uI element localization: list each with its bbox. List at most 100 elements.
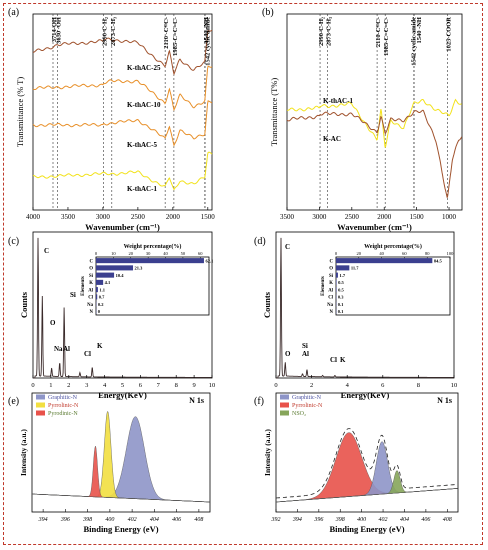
inset-value-label: 0.1	[338, 302, 344, 307]
x-tick-label: 4	[346, 382, 350, 389]
inset-value-label: 0.5	[338, 280, 344, 285]
inset-category: O	[89, 267, 93, 272]
inset-value-label: 1.7	[339, 273, 345, 278]
legend-swatch	[36, 402, 45, 408]
series-line	[33, 29, 213, 76]
inset-value-label: 0.1	[338, 309, 344, 314]
peak-label: Si	[302, 342, 308, 350]
inset-title: Weight percentage(%)	[124, 243, 182, 250]
figure-frame	[3, 3, 483, 545]
x-tick-label: 2000	[377, 213, 392, 221]
spectrum-line	[276, 237, 454, 379]
inset-value-label: 10.4	[116, 273, 125, 278]
inset-tick-label: 0	[335, 251, 338, 256]
y-axis-title: Intensity (a.u.)	[19, 429, 28, 476]
inset-value-label: 11.7	[351, 266, 359, 271]
peak-label: Na	[54, 345, 63, 353]
inset-category: C	[330, 259, 334, 264]
panel-b: Wavenumber (cm⁻¹) Transmittance (T%) (b) 35…	[262, 7, 463, 232]
legend-swatch	[36, 394, 45, 400]
band-label: 2990-C-H₂	[318, 17, 325, 46]
band-label: 2873-C-H₃	[326, 17, 333, 46]
x-tick-label: 400	[357, 516, 366, 523]
peak-label: K	[340, 356, 346, 364]
plot-frame	[275, 231, 455, 379]
band-label: 1985-C=C=C-	[383, 17, 390, 56]
x-tick-label: 396	[60, 517, 70, 523]
x-tick-label: 5	[121, 382, 124, 389]
series-line	[32, 65, 213, 112]
inset-bar	[96, 279, 104, 285]
panel-letter: (b)	[262, 7, 274, 18]
x-tick-label: 9	[192, 382, 195, 389]
inset-category: N	[90, 310, 94, 315]
inset-category: Na	[87, 303, 93, 308]
peak-label: Si	[70, 291, 76, 299]
legend-label: Graphitic-N	[292, 395, 322, 401]
legend-label: NSO₂	[292, 411, 306, 417]
curve-label: K-thAC-1	[323, 97, 353, 105]
x-tick-label: 7	[157, 382, 161, 389]
peak-label: Cl	[330, 356, 337, 364]
envelope-line	[276, 428, 458, 499]
x-tick-label: 8	[417, 382, 420, 389]
band-label: 2990-C-H₂	[102, 17, 109, 46]
inset-tick-label: 30	[146, 251, 151, 256]
y-axis-title: Transmittance (T%)	[269, 78, 279, 147]
y-axis-title: Intensity (a.u.)	[263, 429, 272, 476]
inset-value-label: 0.7	[99, 295, 105, 300]
panel-letter: (c)	[8, 236, 19, 247]
inset-bar	[96, 265, 134, 271]
x-tick-label: 3	[85, 382, 88, 389]
inset-category: Al	[88, 288, 93, 293]
x-tick-label: 10	[451, 382, 458, 389]
inset-category: K	[89, 281, 93, 286]
peak-label: O	[50, 319, 56, 327]
x-tick-label: 402	[128, 516, 137, 523]
component-area	[275, 470, 458, 503]
x-tick-label: 1	[49, 382, 52, 389]
panel-letter: (f)	[254, 396, 264, 407]
x-tick-label: 404	[400, 516, 409, 523]
panel-letter: (e)	[8, 396, 19, 407]
panel-title: N 1s	[189, 396, 204, 405]
x-tick-label: 0	[31, 382, 34, 389]
inset-category: Cl	[88, 296, 93, 301]
x-tick-label: 3500	[280, 213, 295, 221]
curve-label: K-thAC-25	[127, 64, 161, 72]
inset-tick-label: 0	[95, 251, 98, 256]
legend-swatch	[36, 410, 45, 416]
x-tick-label: 398	[82, 517, 92, 523]
band-label: 1985-C=C=C-	[172, 17, 179, 56]
curve-label: K-thAC-10	[127, 101, 161, 109]
inset-category: C	[90, 259, 94, 264]
plot-frame	[335, 256, 451, 316]
band-label: 2110-C≡C-	[375, 17, 382, 47]
inset-value-label: 0.5	[338, 287, 344, 292]
x-axis-title: Wavenumber (cm⁻¹)	[337, 222, 412, 232]
band-label: 3714-OH	[51, 17, 58, 42]
x-tick-label: 10	[209, 382, 216, 389]
band-label: 1025-COOR	[445, 17, 452, 52]
band-label: 1540 -NH	[203, 17, 210, 44]
inset-tick-label: 10	[111, 251, 116, 256]
band-label: 2110 -C≡C-	[163, 17, 170, 49]
legend-label: Graphitic-N	[48, 395, 78, 401]
x-tick-label: 3500	[61, 213, 76, 221]
panel-d-inset: Weight percentage(%) 0 20 40 60 80 100 C 84.5 O 11…	[321, 243, 454, 316]
panel-a: Wavenumber (cm⁻¹) Transmittance (% T) (a) 4…	[8, 7, 215, 232]
legend-label: Pyrodinic-N	[48, 411, 78, 417]
inset-tick-label: 80	[425, 251, 430, 256]
x-axis-title: Binding Energy (eV)	[83, 524, 158, 534]
x-tick-label: 2	[310, 382, 313, 389]
x-tick-label: 2500	[345, 213, 360, 221]
inset-value-label: 0	[98, 309, 101, 314]
inset-category: Al	[328, 288, 333, 293]
component-area	[31, 416, 210, 503]
inset-tick-label: 40	[379, 251, 384, 256]
series-line	[32, 100, 213, 147]
y-axis-title: Counts	[262, 291, 272, 318]
panel-e: 394 396 398 400 402 404 406 408 Binding Energy (…	[8, 392, 211, 534]
